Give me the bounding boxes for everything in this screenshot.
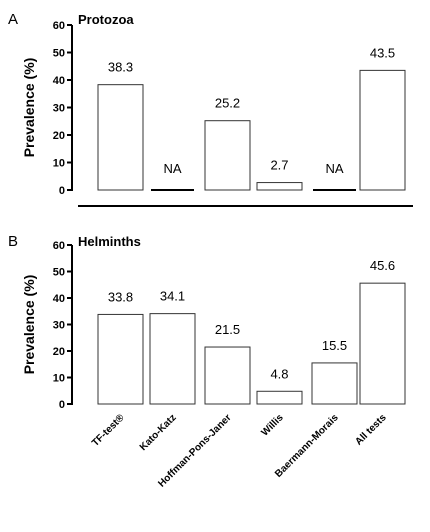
x-category-label: Willis bbox=[259, 412, 285, 438]
y-tick-label: 30 bbox=[53, 320, 65, 332]
y-axis-label: Prevalence (%) bbox=[21, 275, 37, 375]
data-label: 15.5 bbox=[322, 338, 347, 353]
data-label: 33.8 bbox=[108, 289, 133, 304]
y-tick-label: 20 bbox=[53, 346, 65, 358]
y-tick-label: 60 bbox=[53, 20, 65, 32]
data-label: 2.7 bbox=[270, 158, 288, 173]
x-category-label: TF-test® bbox=[90, 412, 127, 449]
y-axis-label: Prevalence (%) bbox=[21, 58, 37, 158]
data-label: NA bbox=[325, 161, 343, 176]
bar bbox=[97, 84, 144, 191]
panel-letter: B bbox=[8, 233, 18, 250]
y-tick-label: 20 bbox=[53, 130, 65, 142]
x-category-label: All tests bbox=[353, 412, 389, 448]
y-tick-label: 50 bbox=[53, 48, 65, 60]
data-label: NA bbox=[163, 161, 181, 176]
data-label: 45.6 bbox=[370, 258, 395, 273]
data-label: 38.3 bbox=[108, 60, 133, 75]
data-label: 25.2 bbox=[215, 96, 240, 111]
data-label: 21.5 bbox=[215, 322, 240, 337]
bar bbox=[204, 120, 251, 191]
y-tick-label: 40 bbox=[53, 75, 65, 87]
data-label: 43.5 bbox=[370, 45, 395, 60]
y-tick-label: 0 bbox=[59, 399, 65, 411]
bar bbox=[256, 182, 303, 191]
bar bbox=[359, 69, 406, 191]
data-label: 4.8 bbox=[270, 366, 288, 381]
y-tick-label: 30 bbox=[53, 103, 65, 115]
bar bbox=[359, 282, 406, 405]
y-tick-label: 40 bbox=[53, 293, 65, 305]
y-tick-label: 60 bbox=[53, 240, 65, 252]
bar bbox=[256, 390, 303, 405]
bar bbox=[149, 313, 196, 405]
data-label: 34.1 bbox=[160, 289, 185, 304]
bar bbox=[97, 313, 144, 405]
y-tick-label: 50 bbox=[53, 267, 65, 279]
y-tick-label: 10 bbox=[53, 158, 65, 170]
panel-letter: A bbox=[8, 11, 18, 28]
bar bbox=[311, 362, 358, 405]
bar bbox=[204, 346, 251, 405]
panel-title: Protozoa bbox=[78, 12, 134, 27]
y-tick-label: 0 bbox=[59, 185, 65, 197]
panel-title: Helminths bbox=[78, 234, 141, 249]
x-category-label: Kato-Katz bbox=[138, 412, 179, 453]
y-tick-label: 10 bbox=[53, 373, 65, 385]
